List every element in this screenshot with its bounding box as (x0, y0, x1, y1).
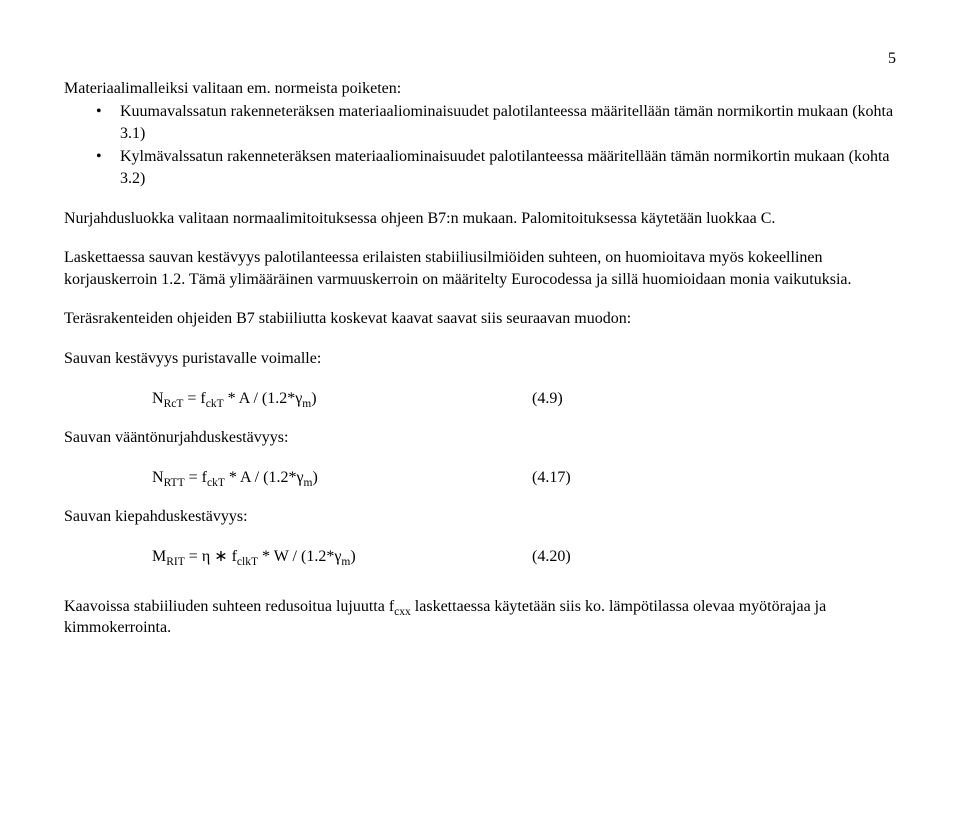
formula-sub: RIT (166, 556, 185, 568)
formula-sub: ckT (207, 477, 225, 489)
formula-part: = f (183, 390, 205, 407)
formula-part: ) (313, 469, 318, 486)
formula-expr: MRIT = η ∗ fclkT * W / (1.2*γm) (152, 546, 532, 568)
formula-row: MRIT = η ∗ fclkT * W / (1.2*γm) (4.20) (64, 546, 896, 568)
formula-part: M (152, 548, 166, 565)
body-paragraph: Laskettaessa sauvan kestävyys palotilant… (64, 247, 896, 290)
formula-number: (4.20) (532, 546, 571, 568)
formula-sub: RTT (164, 477, 185, 489)
formula-part: * A / (1.2*γ (224, 390, 303, 407)
formula-part: * A / (1.2*γ (225, 469, 304, 486)
formula-part: N (152, 469, 164, 486)
formula-sub: m (302, 398, 311, 410)
formula-part: ) (350, 548, 355, 565)
bullet-list: Kuumavalssatun rakenneteräksen materiaal… (64, 101, 896, 189)
formula-sub: RcT (164, 398, 184, 410)
intro-paragraph: Materiaalimalleiksi valitaan em. normeis… (64, 78, 896, 100)
spacer (64, 586, 896, 596)
formula-part: = η ∗ f (185, 548, 237, 565)
formula-sub: m (304, 477, 313, 489)
formula-label: Sauvan kestävyys puristavalle voimalle: (64, 348, 896, 370)
formula-part: N (152, 390, 164, 407)
formula-row: NRcT = fckT * A / (1.2*γm) (4.9) (64, 388, 896, 410)
formula-expr: NRcT = fckT * A / (1.2*γm) (152, 388, 532, 410)
page-number: 5 (64, 48, 896, 70)
text-run: Kaavoissa stabiiliuden suhteen redusoitu… (64, 598, 394, 615)
formula-number: (4.9) (532, 388, 563, 410)
formula-sub: ckT (206, 398, 224, 410)
formula-label: Sauvan kiepahduskestävyys: (64, 506, 896, 528)
list-item: Kylmävalssatun rakenneteräksen materiaal… (64, 146, 896, 189)
list-item: Kuumavalssatun rakenneteräksen materiaal… (64, 101, 896, 144)
formula-sub: clkT (237, 556, 258, 568)
body-paragraph: Nurjahdusluokka valitaan normaalimitoitu… (64, 208, 896, 230)
formula-row: NRTT = fckT * A / (1.2*γm) (4.17) (64, 467, 896, 489)
formula-part: * W / (1.2*γ (258, 548, 341, 565)
formula-number: (4.17) (532, 467, 571, 489)
body-paragraph: Kaavoissa stabiiliuden suhteen redusoitu… (64, 596, 896, 639)
formula-expr: NRTT = fckT * A / (1.2*γm) (152, 467, 532, 489)
formula-part: = f (185, 469, 207, 486)
formula-sub: cxx (394, 606, 411, 618)
body-paragraph: Teräsrakenteiden ohjeiden B7 stabiiliutt… (64, 308, 896, 330)
formula-label: Sauvan vääntönurjahduskestävyys: (64, 427, 896, 449)
formula-part: ) (311, 390, 316, 407)
